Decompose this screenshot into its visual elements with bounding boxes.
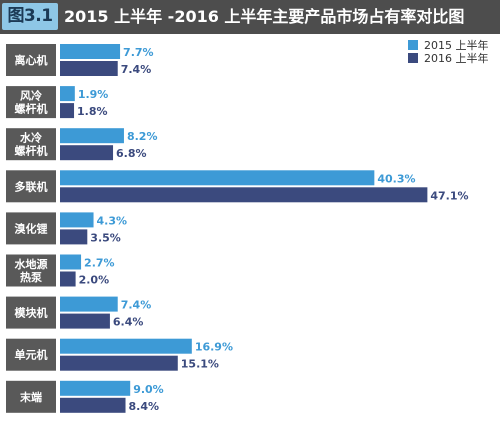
category-box	[6, 128, 56, 161]
bar-2015	[60, 338, 192, 354]
data-label-2015: 8.2%	[127, 130, 158, 143]
legend-label-2015: 2015 上半年	[424, 38, 489, 52]
category-box	[6, 296, 56, 329]
legend-label-2016: 2016 上半年	[424, 51, 489, 65]
legend-item-2016: 2016 上半年	[408, 51, 489, 65]
category-label: 多联机	[15, 179, 48, 193]
data-label-2015: 7.7%	[123, 46, 154, 59]
data-label-2015: 16.9%	[195, 341, 233, 354]
chart-header: 图3.1 2015 上半年 -2016 上半年主要产品市场占有率对比图	[0, 0, 500, 34]
bar-2015	[60, 254, 82, 270]
bar-2016	[60, 355, 178, 371]
category-label: 模块机	[15, 306, 48, 320]
category-label: 离心机	[15, 53, 48, 67]
data-label-2016: 6.4%	[113, 316, 144, 329]
data-label-2016: 3.5%	[90, 231, 121, 244]
bar-2015	[60, 170, 375, 186]
bar-2016	[60, 229, 88, 245]
data-label-2016: 47.1%	[430, 189, 468, 202]
chart-title: 2015 上半年 -2016 上半年主要产品市场占有率对比图	[64, 7, 465, 26]
bar-2016	[60, 61, 118, 76]
category-label: 溴化锂	[15, 221, 48, 235]
category-box	[6, 170, 56, 203]
category-label: 水地源热泵	[15, 257, 48, 284]
bar-2016	[60, 397, 126, 413]
bar-2016	[60, 145, 114, 161]
data-label-2015: 4.3%	[97, 214, 128, 227]
data-label-2016: 15.1%	[181, 358, 219, 371]
category-box	[6, 380, 56, 413]
data-label-2016: 1.8%	[77, 105, 108, 118]
data-label-2016: 8.4%	[129, 400, 160, 413]
bar-2016	[60, 271, 76, 287]
category-label: 末端	[19, 390, 42, 404]
bar-2015	[60, 380, 131, 396]
legend-swatch-2016	[408, 52, 418, 63]
category-label: 风冷螺杆机	[15, 89, 48, 116]
data-label-2016: 7.4%	[121, 63, 152, 76]
chart-legend: 2015 上半年 2016 上半年	[408, 38, 489, 65]
bar-2015	[60, 296, 118, 312]
legend-swatch-2015	[408, 39, 418, 50]
data-label-2015: 2.7%	[84, 257, 115, 270]
category-box	[6, 44, 56, 76]
bar-2016	[60, 313, 110, 329]
data-label-2015: 1.9%	[78, 88, 109, 101]
data-label-2015: 7.4%	[121, 299, 152, 312]
bar-2016	[60, 103, 75, 119]
category-box	[6, 86, 56, 119]
bar-2015	[60, 128, 124, 144]
bar-2015	[60, 44, 121, 59]
legend-item-2015: 2015 上半年	[408, 38, 489, 52]
data-label-2015: 40.3%	[377, 172, 415, 185]
data-label-2015: 9.0%	[133, 383, 164, 396]
category-label: 单元机	[15, 348, 48, 362]
category-box	[6, 338, 56, 371]
data-label-2016: 6.8%	[116, 147, 147, 160]
category-box	[6, 212, 56, 245]
data-label-2016: 2.0%	[79, 274, 110, 287]
bar-2015	[60, 212, 94, 228]
bar-2015	[60, 86, 75, 102]
category-label: 水冷螺杆机	[15, 131, 48, 158]
figure-number-badge: 图3.1	[2, 3, 58, 30]
category-box	[6, 254, 56, 287]
bar-2016	[60, 187, 428, 203]
